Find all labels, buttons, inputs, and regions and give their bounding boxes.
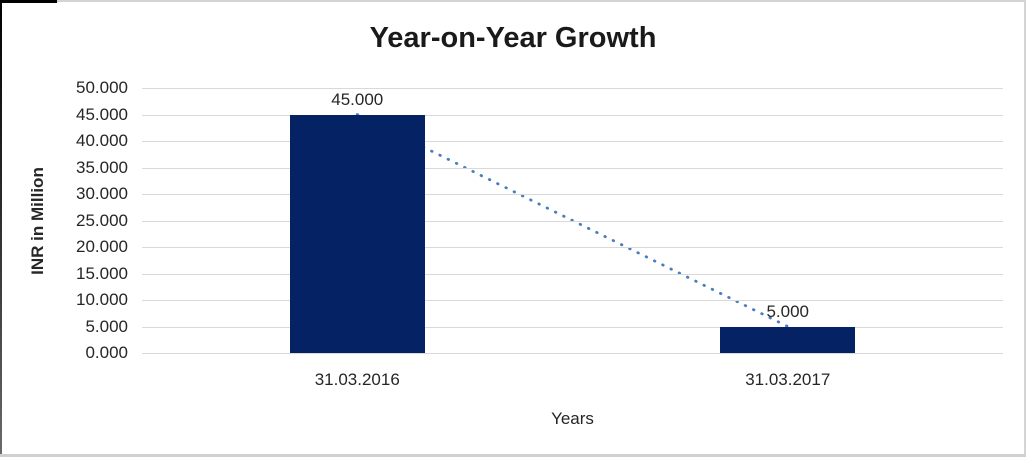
bar-31.03.2017[interactable] (720, 326, 856, 353)
x-category-label: 31.03.2016 (314, 370, 400, 389)
gridline (142, 326, 1003, 328)
gridline (142, 114, 1003, 116)
plot-area: 45.000 5.000 (142, 88, 1003, 354)
data-label: 45.000 (331, 89, 384, 109)
gridline (142, 300, 1003, 301)
y-tick-label: 35.000 (76, 157, 128, 177)
y-tick-label: 15.000 (76, 263, 128, 283)
x-axis-title: Years (551, 409, 594, 428)
gridline (142, 273, 1003, 275)
y-tick-label: 20.000 (76, 237, 128, 256)
gridline (142, 220, 1003, 222)
frame-border-top (0, 0, 1026, 2)
gridline (142, 88, 1003, 89)
gridline (142, 247, 1003, 248)
gridline (142, 353, 1003, 354)
y-tick-label: 10.000 (76, 290, 128, 309)
bar-31.03.2016[interactable] (289, 114, 425, 353)
chart-title: Year-on-Year Growth (369, 22, 657, 54)
data-label: 5.000 (766, 301, 810, 321)
y-tick-label: 45.000 (76, 104, 128, 124)
frame-border-left (0, 0, 2, 457)
x-category-label: 31.03.2017 (745, 370, 831, 389)
frame-border-top-dark-segment (0, 0, 57, 3)
y-tick-label: 25.000 (76, 210, 128, 230)
y-tick-label: 5.000 (85, 316, 128, 336)
gridline (142, 141, 1003, 142)
y-tick-label: 50.000 (76, 78, 128, 97)
y-tick-label: 40.000 (76, 131, 128, 150)
gridline (142, 194, 1003, 195)
y-tick-label: 0.000 (85, 343, 128, 362)
gridline (142, 167, 1003, 169)
y-tick-label: 30.000 (76, 184, 128, 203)
